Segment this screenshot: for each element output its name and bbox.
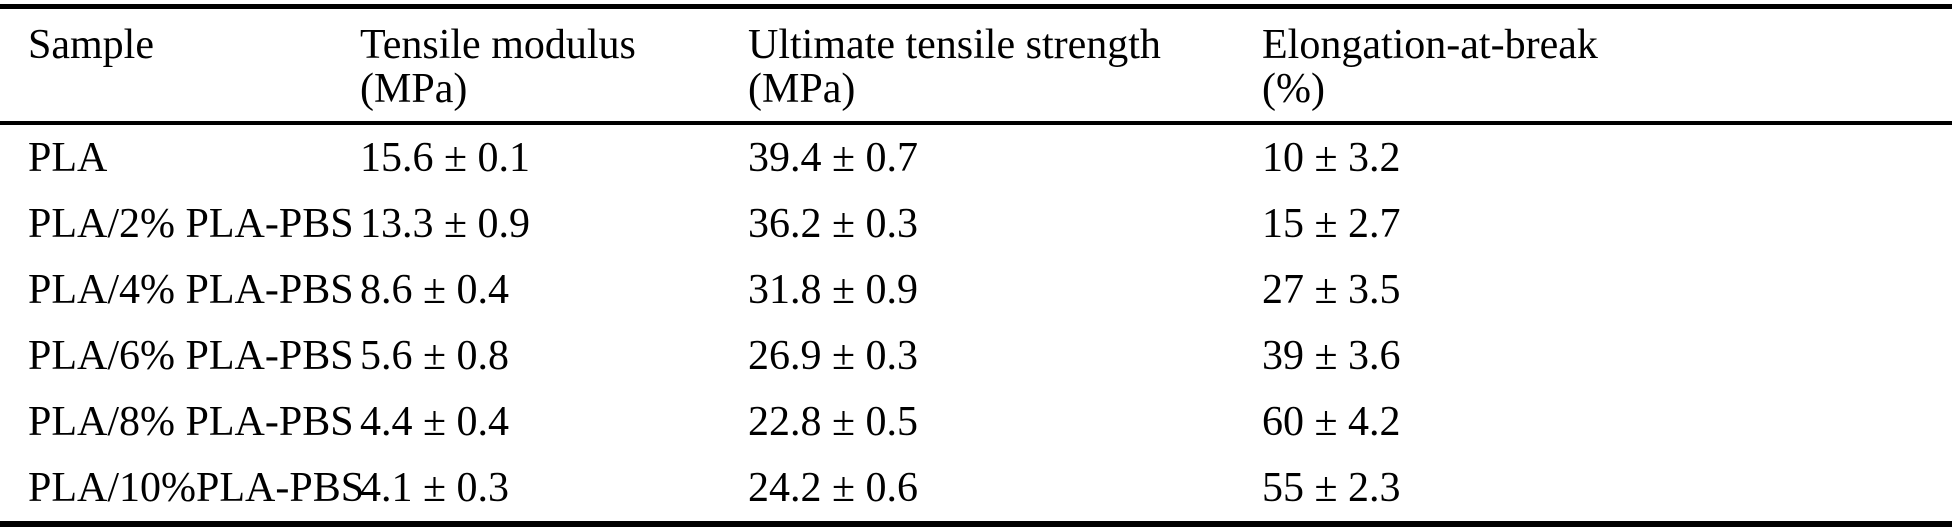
cell-sample: PLA/4% PLA-PBS bbox=[28, 266, 354, 313]
cell-sample: PLA/2% PLA-PBS bbox=[28, 200, 354, 247]
cell-tensile-modulus: 4.1 ± 0.3 bbox=[360, 464, 510, 511]
table-row: PLA/6% PLA-PBS 5.6 ± 0.8 26.9 ± 0.3 39 ±… bbox=[0, 323, 1952, 389]
column-header-sample: Sample bbox=[0, 6, 360, 125]
cell-ultimate-tensile-strength: 39.4 ± 0.7 bbox=[748, 134, 919, 181]
column-header-ultimate-tensile-strength: Ultimate tensile strength (MPa) bbox=[748, 6, 1262, 125]
cell-tensile-modulus: 15.6 ± 0.1 bbox=[360, 134, 531, 181]
cell-elongation-at-break: 39 ± 3.6 bbox=[1262, 332, 1401, 379]
cell-elongation-at-break: 27 ± 3.5 bbox=[1262, 266, 1401, 313]
table-row: PLA/2% PLA-PBS 13.3 ± 0.9 36.2 ± 0.3 15 … bbox=[0, 191, 1952, 257]
cell-tensile-modulus: 13.3 ± 0.9 bbox=[360, 200, 531, 247]
cell-elongation-at-break: 15 ± 2.7 bbox=[1262, 200, 1401, 247]
cell-elongation-at-break: 60 ± 4.2 bbox=[1262, 398, 1401, 445]
cell-sample: PLA/8% PLA-PBS bbox=[28, 398, 354, 445]
cell-ultimate-tensile-strength: 26.9 ± 0.3 bbox=[748, 332, 919, 379]
cell-tensile-modulus: 5.6 ± 0.8 bbox=[360, 332, 510, 379]
column-header-elongation-at-break: Elongation-at-break (%) bbox=[1262, 6, 1952, 125]
table-row: PLA/4% PLA-PBS 8.6 ± 0.4 31.8 ± 0.9 27 ±… bbox=[0, 257, 1952, 323]
header-row: Sample Tensile modulus (MPa) Ultimate te… bbox=[0, 6, 1952, 125]
cell-ultimate-tensile-strength: 24.2 ± 0.6 bbox=[748, 464, 919, 511]
table-body: PLA 15.6 ± 0.1 39.4 ± 0.7 10 ± 3.2 PLA/2… bbox=[0, 123, 1952, 524]
cell-tensile-modulus: 4.4 ± 0.4 bbox=[360, 398, 510, 445]
cell-elongation-at-break: 10 ± 3.2 bbox=[1262, 134, 1401, 181]
table-row: PLA 15.6 ± 0.1 39.4 ± 0.7 10 ± 3.2 bbox=[0, 123, 1952, 191]
cell-sample: PLA bbox=[28, 134, 108, 181]
table-header: Sample Tensile modulus (MPa) Ultimate te… bbox=[0, 6, 1952, 125]
cell-ultimate-tensile-strength: 31.8 ± 0.9 bbox=[748, 266, 919, 313]
cell-ultimate-tensile-strength: 36.2 ± 0.3 bbox=[748, 200, 919, 247]
mechanical-properties-table: Sample Tensile modulus (MPa) Ultimate te… bbox=[0, 4, 1952, 527]
column-header-tensile-modulus: Tensile modulus (MPa) bbox=[360, 6, 748, 125]
cell-elongation-at-break: 55 ± 2.3 bbox=[1262, 464, 1401, 511]
table-row: PLA/8% PLA-PBS 4.4 ± 0.4 22.8 ± 0.5 60 ±… bbox=[0, 389, 1952, 455]
cell-sample: PLA/6% PLA-PBS bbox=[28, 332, 354, 379]
cell-tensile-modulus: 8.6 ± 0.4 bbox=[360, 266, 510, 313]
cell-sample: PLA/10%PLA-PBS bbox=[28, 464, 365, 511]
table-row: PLA/10%PLA-PBS 4.1 ± 0.3 24.2 ± 0.6 55 ±… bbox=[0, 455, 1952, 524]
cell-ultimate-tensile-strength: 22.8 ± 0.5 bbox=[748, 398, 919, 445]
